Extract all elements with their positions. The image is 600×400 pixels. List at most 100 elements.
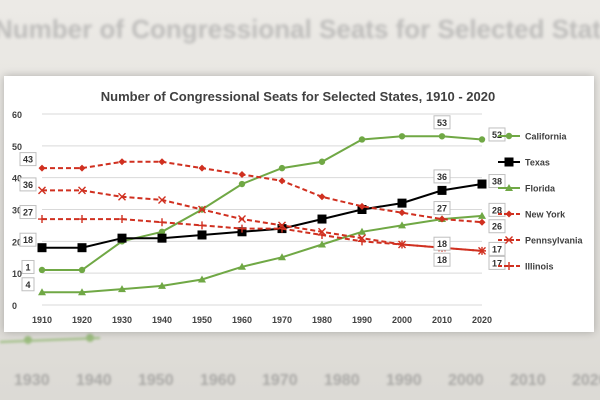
data-label-box <box>19 177 37 192</box>
legend-label-florida: Florida <box>525 184 556 194</box>
legend-label-illinois: Illinois <box>525 262 554 272</box>
x-tick-label: 1910 <box>32 315 52 325</box>
y-tick-label: 40 <box>12 174 22 184</box>
data-point-california <box>358 136 366 143</box>
legend-label-california: California <box>525 132 568 142</box>
data-point-florida <box>478 211 486 219</box>
legend-label-texas: Texas <box>525 158 550 168</box>
legend-marker-florida <box>505 184 513 191</box>
background-year-label: 2000 <box>448 372 484 389</box>
data-label-box <box>488 219 506 234</box>
series-line-texas <box>42 183 483 249</box>
data-label: 43 <box>23 155 33 165</box>
background-year-label: 2020 <box>572 372 600 389</box>
data-point-pennsylvania <box>158 195 166 204</box>
x-tick-label: 1950 <box>192 315 212 325</box>
data-point-illinois <box>318 230 326 239</box>
data-point-texas <box>477 179 487 189</box>
data-point-new-york <box>278 177 286 185</box>
x-tick-label: 2020 <box>472 315 492 325</box>
data-point-new-york <box>398 209 406 217</box>
data-point-illinois <box>238 224 246 233</box>
data-label: 36 <box>437 172 447 182</box>
series-line-california <box>42 135 483 271</box>
data-point-texas <box>197 230 207 240</box>
background-year-label: 1930 <box>14 372 50 389</box>
legend-marker-illinois <box>505 262 513 270</box>
data-label-box <box>488 174 506 189</box>
background-year-label: 1970 <box>262 372 298 389</box>
data-label: 1 <box>25 262 30 272</box>
background-year-axis: 1930 1940 1950 1960 1970 1980 1990 2000 2010 2020 <box>0 372 600 394</box>
x-tick-label: 2010 <box>432 315 452 325</box>
data-point-illinois <box>358 237 366 246</box>
data-point-illinois <box>278 224 286 233</box>
data-point-texas <box>437 185 447 195</box>
data-label: 18 <box>437 239 447 249</box>
data-point-new-york <box>318 193 326 201</box>
data-point-pennsylvania <box>238 215 246 224</box>
data-point-florida <box>38 288 46 296</box>
data-point-illinois <box>478 246 486 255</box>
data-point-new-york <box>38 164 46 172</box>
data-point-illinois <box>398 240 406 249</box>
data-point-california <box>158 228 166 235</box>
y-tick-label: 60 <box>12 110 22 120</box>
data-label: 53 <box>437 118 447 128</box>
y-tick-label: 50 <box>12 142 22 152</box>
data-label: 36 <box>23 180 33 190</box>
data-point-pennsylvania <box>198 205 206 214</box>
data-label: 26 <box>492 222 502 232</box>
data-label-box <box>433 169 451 184</box>
data-point-california <box>238 180 246 188</box>
data-point-florida <box>198 275 206 283</box>
data-label-box <box>433 236 451 251</box>
data-label: 27 <box>23 208 33 218</box>
legend-label-pennsylvania: Pennsylvania <box>525 236 584 246</box>
data-point-florida <box>318 240 326 248</box>
background-year-label: 1990 <box>386 372 422 389</box>
data-point-new-york <box>118 158 126 166</box>
legend-marker-texas <box>504 157 514 167</box>
data-point-new-york <box>478 218 486 226</box>
data-point-illinois <box>198 221 206 230</box>
data-point-texas <box>117 233 127 243</box>
data-point-california <box>398 133 406 140</box>
line-chart: Number of Congressional Seats for Select… <box>12 89 584 325</box>
data-point-florida <box>398 221 406 229</box>
data-point-texas <box>37 243 47 253</box>
data-point-illinois <box>78 215 86 224</box>
background-green-line <box>0 326 120 346</box>
legend-label-new-york: New York <box>525 210 566 220</box>
series-line-florida <box>42 214 483 294</box>
x-tick-label: 1970 <box>272 315 292 325</box>
data-label-box <box>19 152 37 167</box>
data-point-texas <box>77 243 87 253</box>
data-label-box <box>19 205 37 220</box>
x-tick-label: 1930 <box>112 315 132 325</box>
data-point-florida <box>118 285 126 293</box>
chart-title: Number of Congressional Seats for Select… <box>101 89 495 104</box>
data-label-box <box>488 241 506 256</box>
x-tick-label: 1920 <box>72 315 92 325</box>
data-point-new-york <box>438 215 446 223</box>
background-year-label: 1980 <box>324 372 360 389</box>
data-label: 52 <box>492 130 502 140</box>
background-title: Number of Congressional Seats for Select… <box>0 14 600 44</box>
y-tick-label: 20 <box>12 237 22 247</box>
data-point-illinois <box>38 215 46 224</box>
data-label: 28 <box>492 205 502 215</box>
y-tick-label: 10 <box>12 269 22 279</box>
data-label-box <box>19 232 37 247</box>
data-point-florida <box>158 281 166 289</box>
data-label: 17 <box>492 258 502 268</box>
data-point-florida <box>358 227 366 235</box>
data-label-box <box>488 127 506 142</box>
x-tick-label: 1980 <box>312 315 332 325</box>
y-tick-label: 0 <box>12 301 17 311</box>
background-year-label: 1960 <box>200 372 236 389</box>
data-point-california <box>78 266 86 274</box>
x-tick-label: 1990 <box>352 315 372 325</box>
data-label-box <box>21 277 35 292</box>
data-point-pennsylvania <box>118 192 126 201</box>
